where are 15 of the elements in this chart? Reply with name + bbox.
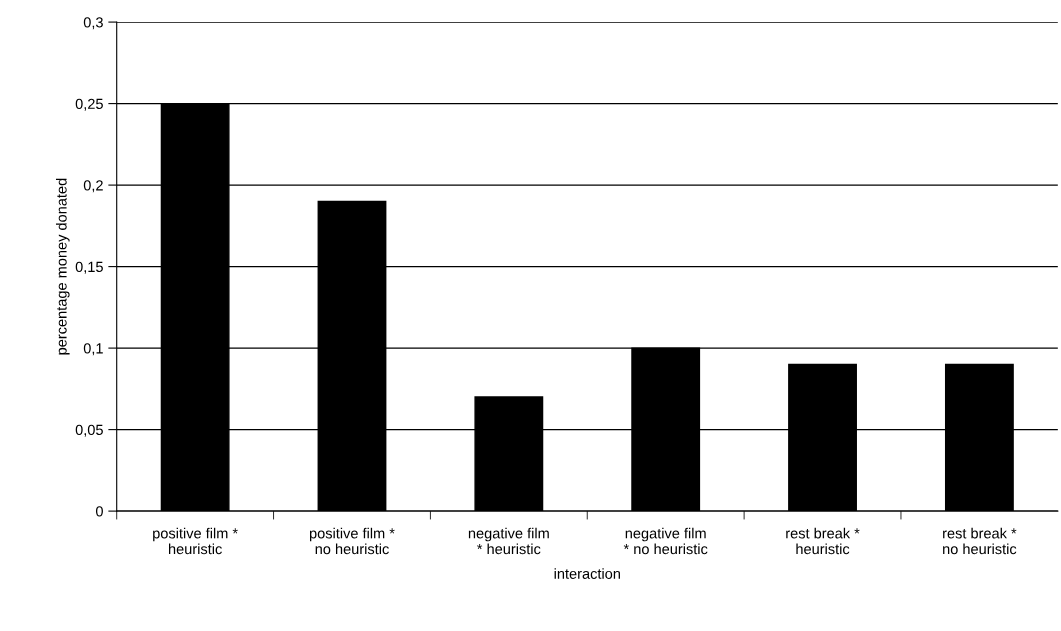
x-tick-label: negative film * no heuristic bbox=[623, 527, 708, 555]
x-tick-label: positive film * heuristic bbox=[153, 527, 238, 555]
y-axis-title: percentage money donated bbox=[55, 178, 70, 355]
y-tick-label: 0,05 bbox=[75, 424, 103, 437]
y-tick-label: 0,3 bbox=[83, 17, 103, 30]
y-tick-label: 0,2 bbox=[83, 180, 103, 193]
y-tick-label: 0 bbox=[95, 506, 103, 517]
x-tick-label: positive film * no heuristic bbox=[309, 527, 395, 555]
x-axis-title: interaction bbox=[554, 568, 620, 579]
x-tick-label: rest break * no heuristic bbox=[943, 527, 1017, 555]
y-tick-label: 0,15 bbox=[75, 261, 103, 274]
y-tick-label: 0,1 bbox=[83, 343, 103, 356]
y-tick-label: 0,25 bbox=[75, 98, 103, 111]
x-tick-label: negative film * heuristic bbox=[468, 527, 549, 555]
x-tick-label: rest break * heuristic bbox=[786, 527, 860, 555]
